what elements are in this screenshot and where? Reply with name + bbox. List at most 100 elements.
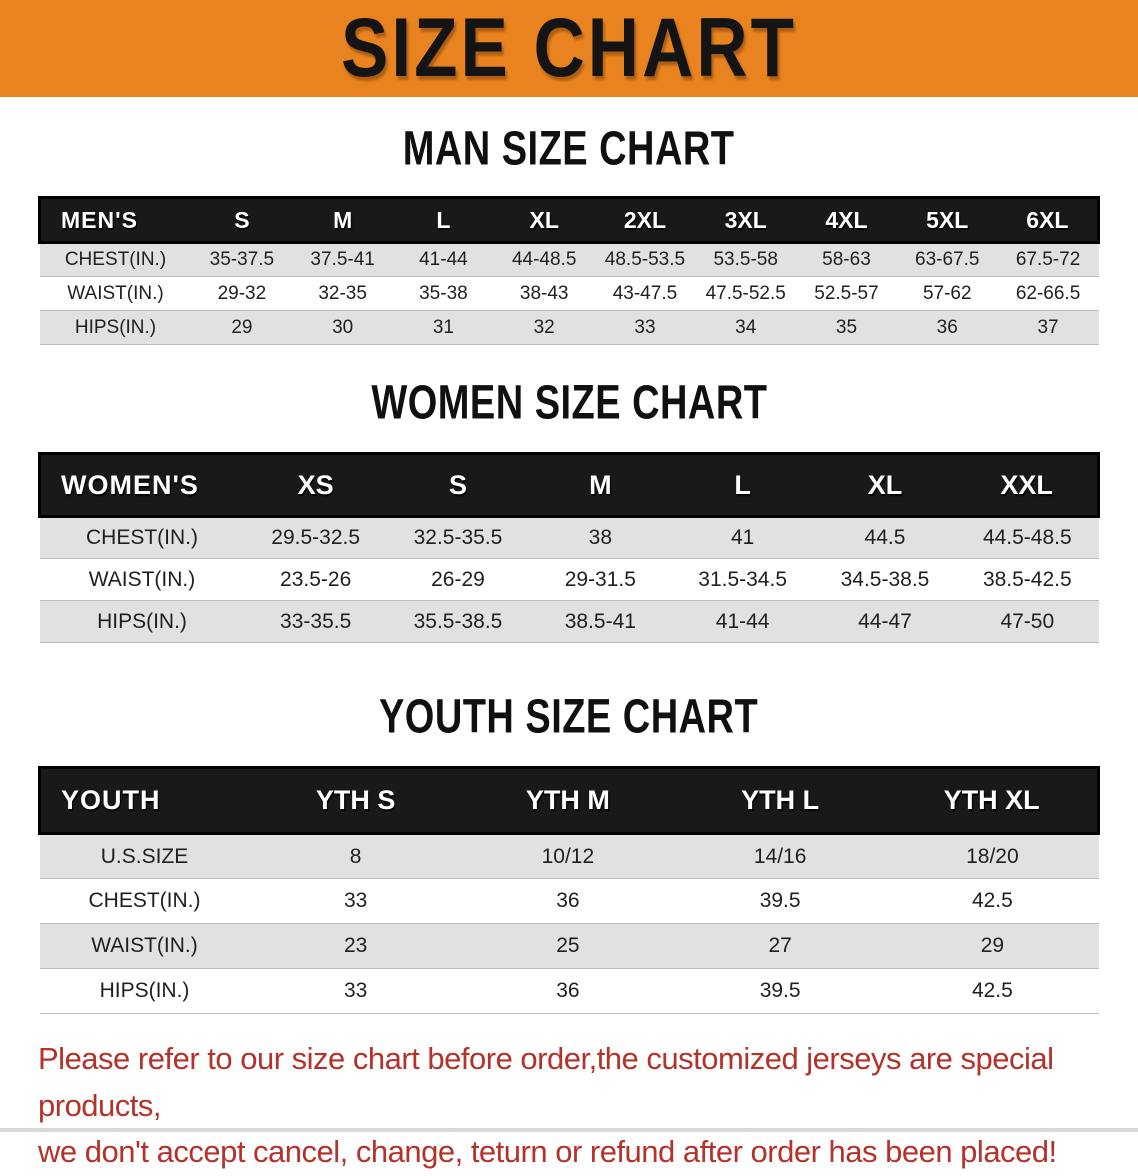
size-value-cell: 39.5	[674, 878, 887, 924]
size-value-cell: 34.5-38.5	[813, 558, 957, 601]
size-column-header: 4XL	[796, 196, 897, 244]
row-label: U.S.SIZE	[39, 833, 250, 879]
table-row: HIPS(IN.) 33 36 39.5 42.5	[39, 968, 1099, 1014]
size-value-cell: 29	[886, 923, 1099, 969]
size-value-cell: 33	[249, 878, 462, 924]
size-value-cell: 32-35	[292, 276, 394, 311]
size-column-header: M	[529, 452, 672, 518]
size-column-header: XS	[244, 452, 387, 518]
table-corner-label: YOUTH	[38, 766, 250, 835]
disclaimer-line-2: we don't accept cancel, change, teturn o…	[38, 1134, 1057, 1169]
size-column-header: S	[191, 196, 293, 244]
size-value-cell: 18/20	[886, 833, 1099, 879]
size-value-cell: 52.5-57	[796, 276, 897, 311]
banner-title: SIZE CHART	[341, 1, 797, 96]
size-column-header: XXL	[956, 452, 1101, 518]
size-value-cell: 41-44	[393, 242, 494, 277]
table-header-row: MEN'S S M L XL 2XL 3XL 4XL 5XL 6XL	[38, 196, 1100, 244]
size-value-cell: 31	[393, 310, 494, 345]
size-value-cell: 37.5-41	[292, 242, 394, 277]
size-value-cell: 30	[292, 310, 394, 345]
table-row: HIPS(IN.) 29 30 31 32 33 34 35 36 37	[39, 310, 1099, 345]
men-section-title-text: MAN SIZE CHART	[403, 122, 735, 176]
row-label: CHEST(IN.)	[39, 242, 192, 277]
size-value-cell: 38	[529, 516, 672, 559]
size-value-cell: 44.5-48.5	[956, 516, 1099, 559]
size-column-header: YTH L	[674, 766, 887, 835]
size-column-header: 6XL	[997, 196, 1100, 244]
size-value-cell: 44-48.5	[493, 242, 595, 277]
size-value-cell: 44-47	[813, 600, 957, 643]
men-section: MAN SIZE CHART MEN'S S M L XL 2XL 3XL 4XL 5XL 6XL…	[0, 123, 1138, 345]
size-column-header: 3XL	[695, 196, 797, 244]
size-column-header: S	[386, 452, 530, 518]
size-value-cell: 26-29	[386, 558, 530, 601]
size-value-cell: 29-31.5	[529, 558, 672, 601]
size-value-cell: 33	[249, 968, 462, 1014]
youth-size-table: YOUTH YTH S YTH M YTH L YTH XL U.S.SIZE 8 10/12…	[38, 766, 1101, 1014]
size-value-cell: 23.5-26	[244, 558, 387, 601]
size-value-cell: 38-43	[493, 276, 595, 311]
table-row: CHEST(IN.) 29.5-32.5 32.5-35.5 38 41 44.5 44.5…	[39, 516, 1099, 559]
size-value-cell: 34	[695, 310, 797, 345]
size-value-cell: 43-47.5	[594, 276, 696, 311]
table-row: WAIST(IN.) 29-32 32-35 35-38 38-43 43-47.5 47.…	[39, 276, 1099, 311]
size-value-cell: 47-50	[956, 600, 1099, 643]
size-value-cell: 48.5-53.5	[594, 242, 696, 277]
size-value-cell: 27	[674, 923, 887, 969]
table-row: U.S.SIZE 8 10/12 14/16 18/20	[39, 833, 1099, 879]
size-value-cell: 67.5-72	[997, 242, 1099, 277]
size-value-cell: 29.5-32.5	[244, 516, 387, 559]
size-value-cell: 23	[249, 923, 462, 969]
size-value-cell: 57-62	[896, 276, 998, 311]
women-size-table: WOMEN'S XS S M L XL XXL CHEST(IN.) 29.5-32.5 32.5…	[38, 452, 1101, 643]
size-value-cell: 33-35.5	[244, 600, 387, 643]
size-column-header: 2XL	[594, 196, 696, 244]
size-value-cell: 47.5-52.5	[695, 276, 797, 311]
size-value-cell: 39.5	[674, 968, 887, 1014]
size-value-cell: 36	[896, 310, 998, 345]
order-disclaimer: Please refer to our size chart before or…	[38, 1036, 1100, 1176]
table-row: WAIST(IN.) 23 25 27 29	[39, 923, 1099, 969]
youth-section-title-text: YOUTH SIZE CHART	[379, 690, 759, 744]
size-value-cell: 42.5	[886, 878, 1099, 924]
men-section-title: MAN SIZE CHART	[0, 123, 1138, 176]
size-value-cell: 38.5-42.5	[956, 558, 1099, 601]
size-value-cell: 31.5-34.5	[671, 558, 814, 601]
size-value-cell: 35.5-38.5	[386, 600, 530, 643]
size-value-cell: 44.5	[813, 516, 957, 559]
size-value-cell: 29-32	[191, 276, 293, 311]
size-column-header: XL	[493, 196, 595, 244]
size-value-cell: 8	[249, 833, 462, 879]
size-column-header: 5XL	[896, 196, 998, 244]
table-row: WAIST(IN.) 23.5-26 26-29 29-31.5 31.5-34.5 34…	[39, 558, 1099, 601]
size-value-cell: 33	[594, 310, 696, 345]
size-value-cell: 58-63	[796, 242, 897, 277]
size-value-cell: 36	[461, 878, 674, 924]
row-label: CHEST(IN.)	[39, 878, 250, 924]
row-label: HIPS(IN.)	[39, 600, 245, 643]
size-value-cell: 14/16	[674, 833, 887, 879]
size-column-header: L	[393, 196, 494, 244]
size-value-cell: 42.5	[886, 968, 1099, 1014]
women-section: WOMEN SIZE CHART WOMEN'S XS S M L XL XXL CHEST(…	[0, 377, 1138, 643]
table-corner-label: MEN'S	[38, 196, 192, 244]
size-value-cell: 35	[796, 310, 897, 345]
size-column-header: YTH XL	[886, 766, 1101, 835]
row-label: CHEST(IN.)	[39, 516, 245, 559]
size-value-cell: 32	[493, 310, 595, 345]
size-column-header: L	[671, 452, 814, 518]
size-value-cell: 10/12	[461, 833, 674, 879]
row-label: WAIST(IN.)	[39, 923, 250, 969]
youth-section: YOUTH SIZE CHART YOUTH YTH S YTH M YTH L YTH…	[0, 691, 1138, 1014]
size-value-cell: 53.5-58	[695, 242, 797, 277]
size-column-header: M	[292, 196, 394, 244]
table-header-row: YOUTH YTH S YTH M YTH L YTH XL	[38, 766, 1101, 835]
row-label: HIPS(IN.)	[39, 968, 250, 1014]
table-row: CHEST(IN.) 33 36 39.5 42.5	[39, 878, 1099, 924]
youth-section-title: YOUTH SIZE CHART	[0, 691, 1138, 744]
table-row: HIPS(IN.) 33-35.5 35.5-38.5 38.5-41 41-44 44-…	[39, 600, 1099, 643]
size-value-cell: 36	[461, 968, 674, 1014]
size-value-cell: 35-37.5	[191, 242, 293, 277]
